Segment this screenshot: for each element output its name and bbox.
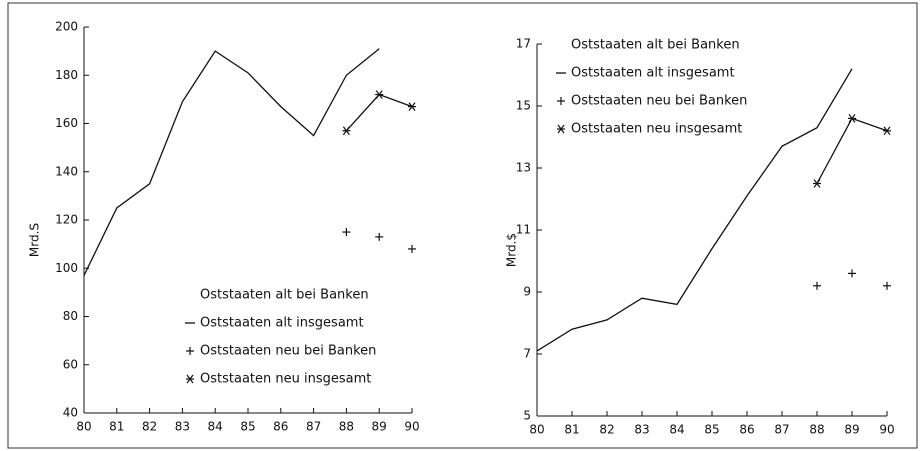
series-line [83,48,380,276]
marker-stroke [557,124,565,134]
series-line [536,68,853,352]
star-marker [186,374,194,384]
x-tick-label: 89 [844,423,859,437]
y-tick-label: 140 [55,164,78,178]
marker-stroke [883,126,891,136]
plus-marker [557,97,565,105]
legend-label: Oststaaten alt insgesamt [200,316,364,331]
y-tick-label: 180 [55,68,78,82]
marker-stroke [848,114,856,123]
series-line [345,93,413,132]
x-tick-label: 85 [704,423,719,437]
x-tick-label: 87 [306,420,321,434]
plus-marker [848,269,856,278]
x-tick-label: 80 [529,423,544,437]
plus-marker [813,281,821,290]
y-axis-label: Mrd.S [28,223,42,257]
x-tick-label: 83 [634,423,649,437]
legend-label: Oststaaten neu bei Banken [200,344,376,359]
x-tick-label: 82 [142,420,157,434]
x-tick-label: 90 [404,420,419,434]
y-tick-label: 100 [55,261,78,275]
star-marker [848,114,856,123]
x-tick-label: 90 [879,423,894,437]
y-tick-label: 17 [516,37,531,51]
plus-marker [883,281,891,290]
y-tick-label: 60 [63,357,78,371]
y-tick-label: 160 [55,116,78,130]
legend-label: Oststaaten alt bei Banken [200,288,369,303]
legend-label: Oststaaten alt bei Banken [571,38,740,53]
y-tick-label: 40 [63,406,78,420]
x-tick-label: 86 [739,423,754,437]
x-tick-label: 82 [599,423,614,437]
y-tick-label: 13 [516,161,531,175]
legend-label: Oststaaten neu insgesamt [200,372,371,387]
plus-marker [186,347,194,355]
x-tick-label: 81 [109,420,124,434]
legend-label: Oststaaten neu insgesamt [571,122,742,137]
y-tick-label: 7 [523,347,531,361]
frame [7,2,918,449]
marker-stroke [813,179,821,188]
y-tick-label: 11 [516,223,531,237]
y-tick-label: 5 [523,409,531,423]
x-tick-label: 88 [339,420,354,434]
x-tick-label: 89 [372,420,387,434]
legend-label: Oststaaten alt insgesamt [571,66,735,81]
x-tick-label: 84 [669,423,684,437]
star-marker [557,124,565,134]
marker-stroke [342,126,350,136]
star-marker [813,179,821,188]
y-tick-label: 120 [55,213,78,227]
x-tick-label: 85 [240,420,255,434]
star-marker [408,102,416,111]
x-tick-label: 83 [175,420,190,434]
marker-stroke [408,102,416,111]
y-tick-label: 15 [516,99,531,113]
marker-stroke [186,374,194,384]
plus-marker [342,228,351,237]
x-tick-label: 86 [273,420,288,434]
x-tick-label: 80 [76,420,91,434]
star-marker [342,126,351,136]
plus-marker [375,232,384,241]
legend-label: Oststaaten neu bei Banken [571,94,747,109]
y-tick-label: 80 [63,309,78,323]
plus-marker [408,244,416,253]
marker-stroke [375,90,383,99]
x-tick-label: 81 [564,423,579,437]
y-axis-label: Mrd.$ [505,233,519,267]
star-marker [883,126,891,136]
y-tick-label: 200 [55,20,78,34]
x-tick-label: 84 [208,420,223,434]
x-tick-label: 87 [774,423,789,437]
y-tick-label: 9 [523,285,531,299]
series-line [816,117,888,184]
x-tick-label: 88 [809,423,824,437]
star-marker [375,90,384,99]
